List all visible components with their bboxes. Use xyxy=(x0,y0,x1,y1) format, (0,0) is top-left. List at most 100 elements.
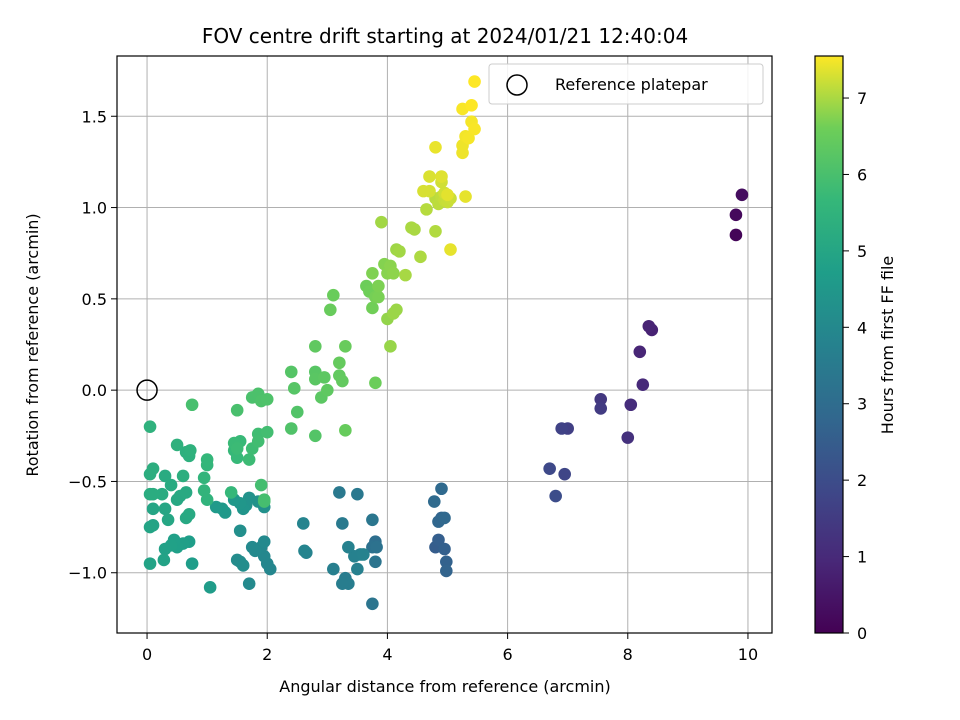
data-point xyxy=(393,245,406,258)
colorbar-tick-label: 3 xyxy=(857,395,867,414)
data-point xyxy=(209,500,223,514)
data-point xyxy=(366,266,379,280)
data-point xyxy=(263,562,277,576)
data-point xyxy=(408,223,421,236)
data-point xyxy=(309,340,322,353)
data-point xyxy=(254,478,268,492)
data-point xyxy=(197,471,211,485)
y-tick-label: 0.0 xyxy=(82,381,107,400)
y-tick-label: −1.0 xyxy=(68,564,107,583)
x-tick-label: 6 xyxy=(503,645,513,664)
reference-point-marker xyxy=(136,379,158,401)
data-point xyxy=(342,540,355,554)
data-point xyxy=(321,383,334,397)
data-point xyxy=(184,444,197,457)
legend-label-reference: Reference platepar xyxy=(555,75,708,94)
data-point xyxy=(158,502,172,516)
data-point xyxy=(260,425,274,439)
data-point xyxy=(444,243,457,256)
x-tick-label: 4 xyxy=(382,645,392,664)
data-point xyxy=(257,535,271,549)
y-axis-title: Rotation from reference (arcmin) xyxy=(23,213,42,476)
data-point xyxy=(309,429,322,443)
data-point xyxy=(336,374,349,388)
data-point xyxy=(143,557,157,570)
data-point xyxy=(420,203,433,216)
data-point xyxy=(729,208,743,222)
data-point xyxy=(366,597,379,611)
data-point xyxy=(245,540,259,554)
data-point xyxy=(423,170,436,183)
data-point xyxy=(143,420,157,433)
chart-title: FOV centre drift starting at 2024/01/21 … xyxy=(202,24,688,48)
data-point xyxy=(399,268,412,282)
data-point xyxy=(339,424,352,437)
y-tick-label: 1.5 xyxy=(82,107,107,126)
legend-reference-marker xyxy=(506,74,528,96)
data-point xyxy=(230,403,244,417)
colorbar-frame xyxy=(814,55,844,634)
data-point xyxy=(366,301,379,315)
data-point xyxy=(351,487,364,501)
data-point xyxy=(182,508,196,521)
data-point xyxy=(146,502,160,516)
data-point xyxy=(366,513,379,527)
data-point xyxy=(468,122,481,136)
x-tick-label: 8 xyxy=(623,645,633,664)
data-point xyxy=(435,170,448,183)
data-point xyxy=(435,482,448,496)
data-point xyxy=(729,228,743,242)
data-point xyxy=(176,469,190,483)
data-point xyxy=(233,524,247,538)
data-point xyxy=(230,442,244,455)
data-point xyxy=(465,99,478,112)
data-point xyxy=(157,553,171,567)
data-point xyxy=(438,542,451,556)
data-point xyxy=(558,467,571,481)
data-point xyxy=(429,224,442,238)
data-point xyxy=(324,303,337,317)
data-point xyxy=(155,487,169,501)
data-point xyxy=(200,453,214,466)
data-point xyxy=(170,438,184,452)
data-point xyxy=(146,487,160,501)
data-point xyxy=(440,555,453,569)
data-point xyxy=(369,376,382,390)
data-point xyxy=(372,279,385,293)
data-point xyxy=(636,378,650,391)
data-point xyxy=(369,555,382,569)
colorbar: 0 1 2 3 4 5 6 7 Hours from first FF file xyxy=(814,55,897,643)
data-point xyxy=(197,484,211,497)
data-point xyxy=(339,340,352,353)
colorbar-tick-label: 1 xyxy=(857,548,867,567)
data-point xyxy=(333,486,346,499)
data-point xyxy=(284,365,298,379)
data-point xyxy=(236,559,250,572)
data-point xyxy=(351,562,364,576)
data-point xyxy=(357,548,370,561)
data-point xyxy=(370,540,383,554)
data-point xyxy=(164,478,178,492)
data-point xyxy=(549,489,562,503)
data-point xyxy=(257,495,271,508)
data-point xyxy=(594,392,608,406)
data-point xyxy=(298,544,311,558)
data-point xyxy=(372,290,385,304)
x-tick-label: 10 xyxy=(738,645,758,664)
plot-frame xyxy=(116,55,773,634)
data-point xyxy=(429,140,442,154)
data-point xyxy=(468,75,481,88)
data-point xyxy=(735,188,749,202)
data-point xyxy=(462,131,475,145)
data-point xyxy=(440,564,453,578)
data-point xyxy=(146,462,160,475)
grid-lines xyxy=(117,56,772,633)
colorbar-gradient xyxy=(815,56,843,633)
data-point xyxy=(230,451,244,465)
data-point xyxy=(427,495,441,508)
data-point xyxy=(161,513,175,527)
legend-box xyxy=(488,63,764,105)
data-point xyxy=(290,405,304,419)
data-point xyxy=(242,453,256,466)
